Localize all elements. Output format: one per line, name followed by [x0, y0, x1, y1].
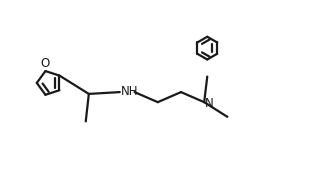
Text: N: N — [205, 97, 214, 110]
Text: NH: NH — [121, 85, 139, 98]
Text: O: O — [41, 57, 50, 70]
